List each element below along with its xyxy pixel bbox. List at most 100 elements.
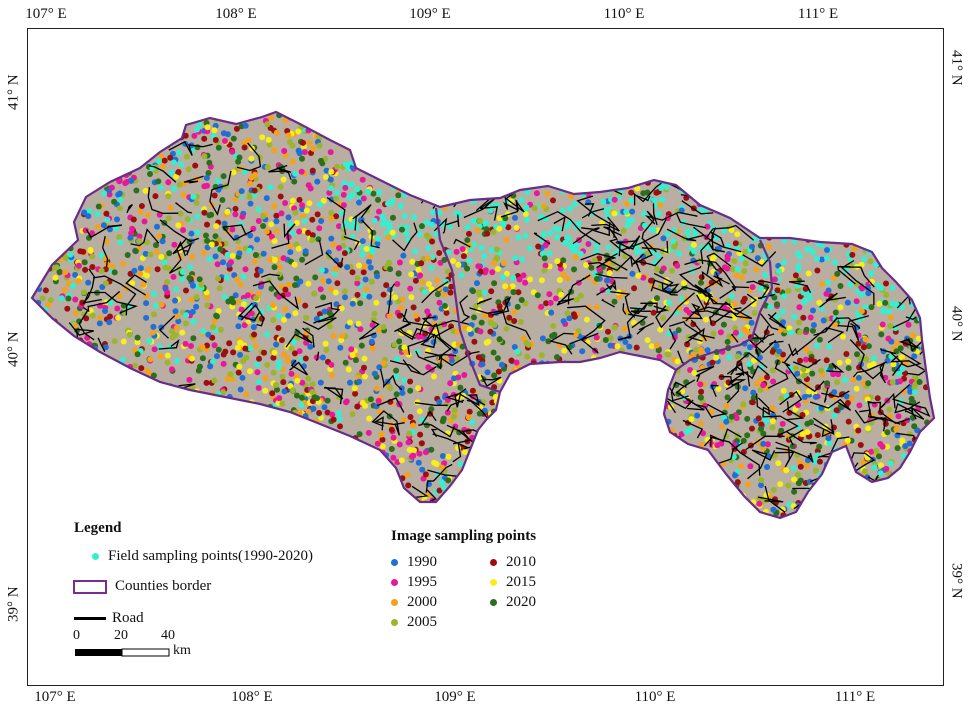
sampling-point — [760, 430, 767, 437]
sampling-point — [796, 112, 803, 115]
sampling-point — [117, 140, 124, 147]
sampling-point — [629, 208, 636, 215]
sampling-point — [317, 286, 324, 293]
sampling-point — [59, 181, 66, 188]
sampling-point — [847, 503, 854, 510]
sampling-point — [604, 112, 611, 116]
sampling-point — [52, 215, 59, 222]
sampling-point — [274, 386, 280, 393]
sampling-point — [196, 465, 203, 472]
sampling-point — [200, 328, 207, 335]
sampling-point — [573, 125, 580, 132]
sampling-point — [425, 167, 432, 174]
sampling-point — [520, 511, 527, 518]
sampling-point — [753, 266, 760, 273]
sampling-point — [261, 423, 268, 430]
sampling-point — [575, 429, 582, 436]
sampling-point — [321, 113, 328, 120]
sampling-point — [609, 428, 616, 435]
sampling-point — [238, 421, 245, 428]
sampling-point — [643, 437, 650, 444]
sampling-point — [570, 430, 577, 437]
sampling-point — [386, 128, 393, 135]
sampling-point — [711, 480, 718, 487]
sampling-point — [255, 385, 262, 391]
lon-tick-bottom: 111° E — [834, 689, 876, 705]
sampling-point — [484, 192, 491, 199]
sampling-point — [182, 320, 189, 327]
sampling-point — [400, 252, 407, 259]
sampling-point — [231, 272, 238, 279]
sampling-point — [628, 145, 635, 151]
sampling-point — [598, 125, 605, 132]
sampling-point — [754, 380, 761, 387]
sampling-point — [895, 253, 902, 260]
sampling-point — [159, 238, 166, 245]
sampling-point — [417, 431, 424, 438]
sampling-point — [547, 299, 554, 306]
sampling-point — [77, 402, 84, 409]
sampling-point — [642, 434, 649, 441]
sampling-point — [436, 114, 443, 121]
sampling-point — [320, 277, 327, 284]
sampling-point — [799, 213, 806, 220]
sampling-point — [465, 463, 472, 470]
sampling-point — [644, 457, 651, 464]
sampling-point — [715, 495, 722, 501]
sampling-point — [389, 118, 396, 124]
sampling-point — [592, 270, 599, 277]
sampling-point — [138, 444, 145, 451]
sampling-point — [42, 344, 49, 351]
sampling-point — [433, 154, 440, 161]
sampling-point — [56, 143, 63, 150]
sampling-point — [111, 158, 118, 165]
sampling-point — [734, 479, 741, 486]
sampling-point — [465, 139, 472, 146]
sampling-point — [922, 488, 929, 495]
sampling-point — [442, 176, 449, 182]
sampling-point — [307, 185, 314, 192]
sampling-point — [388, 495, 395, 501]
sampling-point — [859, 121, 866, 128]
sampling-point — [42, 287, 49, 294]
sampling-point — [732, 136, 739, 143]
sampling-point — [330, 241, 337, 248]
sampling-point — [836, 209, 843, 216]
sampling-point — [298, 401, 305, 408]
sampling-point — [86, 387, 93, 394]
sampling-point — [688, 416, 695, 423]
sampling-point — [914, 291, 921, 298]
sampling-point — [607, 138, 614, 145]
sampling-point — [605, 149, 612, 156]
sampling-point — [720, 321, 727, 328]
sampling-point — [532, 372, 539, 379]
sampling-point — [557, 436, 564, 443]
sampling-point — [151, 346, 158, 353]
sampling-point — [832, 139, 839, 145]
sampling-point — [107, 313, 113, 320]
sampling-point — [575, 495, 582, 502]
sampling-point — [604, 129, 611, 136]
sampling-point — [669, 473, 676, 479]
sampling-point — [429, 144, 436, 151]
sampling-point — [625, 378, 632, 385]
sampling-point — [401, 213, 408, 220]
sampling-point — [297, 439, 304, 446]
sampling-point — [233, 125, 240, 132]
sampling-point — [635, 272, 642, 279]
sampling-point — [32, 485, 39, 491]
sampling-point — [56, 238, 63, 244]
sampling-point — [324, 438, 331, 445]
sampling-point — [828, 171, 835, 178]
sampling-point — [626, 516, 633, 518]
sampling-point — [926, 299, 933, 306]
sampling-point — [232, 205, 239, 212]
sampling-point — [192, 498, 199, 505]
sampling-point — [833, 407, 840, 414]
sampling-point — [271, 238, 278, 245]
sampling-point — [133, 187, 140, 194]
sampling-point — [879, 122, 886, 129]
sampling-point — [629, 391, 636, 398]
sampling-point — [548, 121, 555, 128]
